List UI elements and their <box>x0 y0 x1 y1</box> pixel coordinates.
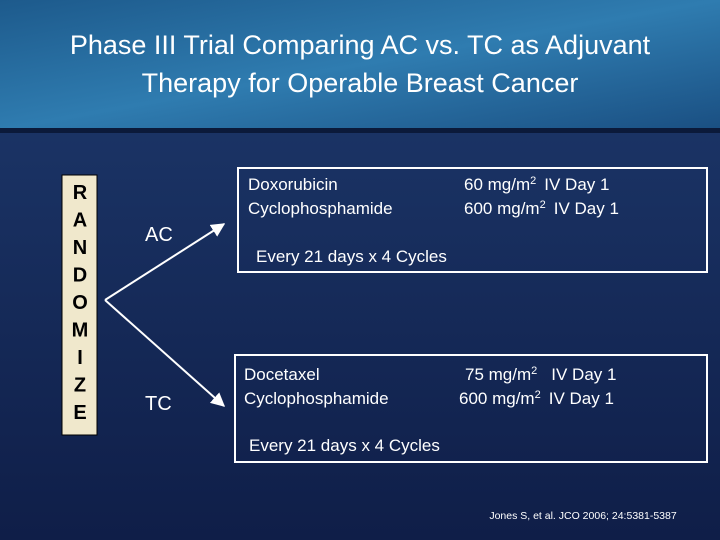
dose-value: 600 mg/m <box>464 199 540 218</box>
route: IV Day 1 <box>551 365 616 384</box>
schedule: Every 21 days x 4 Cycles <box>256 247 447 266</box>
citation: Jones S, et al. JCO 2006; 24:5381-5387 <box>489 510 677 522</box>
dose: 600 mg/m2 IV Day 1 <box>464 199 619 218</box>
arm-label: AC <box>145 224 173 246</box>
randomize-letter: Z <box>74 375 86 397</box>
dose-value: 60 mg/m <box>464 175 530 194</box>
title: Phase III Trial Comparing AC vs. TC as A… <box>70 30 651 60</box>
title: Therapy for Operable Breast Cancer <box>142 68 579 98</box>
randomize-letter: M <box>72 320 89 342</box>
arm-label: TC <box>145 393 172 415</box>
route: IV Day 1 <box>544 175 609 194</box>
header-band <box>0 0 720 130</box>
regimen-box <box>234 354 708 463</box>
regimen-box <box>237 167 708 273</box>
randomize-letter: N <box>73 237 87 259</box>
route: IV Day 1 <box>554 199 619 218</box>
randomize-letter: O <box>72 292 88 314</box>
dose-value: 75 mg/m <box>465 365 531 384</box>
randomize-letter: A <box>73 210 87 232</box>
route: IV Day 1 <box>549 389 614 408</box>
exponent: 2 <box>540 199 546 211</box>
dose: 600 mg/m2 IV Day 1 <box>459 389 614 408</box>
randomize-letter: E <box>73 402 86 424</box>
drug: Docetaxel <box>244 365 320 384</box>
arrow <box>104 223 226 301</box>
dose-value: 600 mg/m <box>459 389 535 408</box>
randomize-box <box>61 174 98 436</box>
arrow <box>104 299 226 407</box>
randomize-letter: R <box>73 182 88 204</box>
drug: Cyclophosphamide <box>248 199 393 218</box>
randomize-letter: I <box>77 347 83 369</box>
exponent: 2 <box>531 365 537 377</box>
dose: 60 mg/m2 IV Day 1 <box>464 175 609 194</box>
schedule: Every 21 days x 4 Cycles <box>249 436 440 455</box>
drug: Cyclophosphamide <box>244 389 389 408</box>
exponent: 2 <box>530 175 536 187</box>
drug: Doxorubicin <box>248 175 338 194</box>
header-rule <box>0 128 720 133</box>
exponent: 2 <box>535 389 541 401</box>
dose: 75 mg/m2 IV Day 1 <box>465 365 616 384</box>
randomize-letter: D <box>73 265 87 287</box>
